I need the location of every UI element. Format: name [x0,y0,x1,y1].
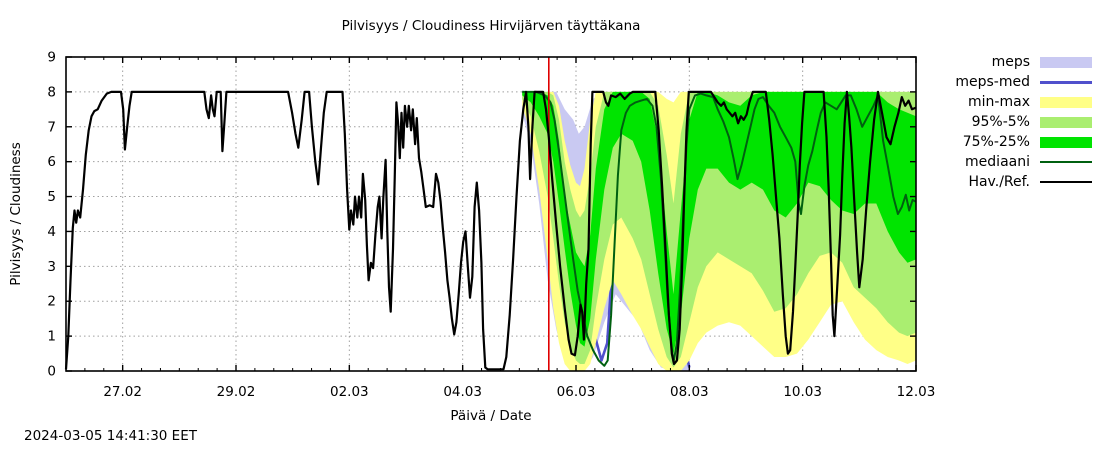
legend-label-meps: meps [991,54,1030,70]
legend-swatch-meps [1040,56,1092,68]
legend-item-min-max: min-max [955,92,1092,112]
legend-label-mediaani: mediaani [965,154,1030,170]
legend-item-p95-p5: 95%-5% [955,112,1092,132]
y-tick-label: 9 [47,50,56,66]
x-axis-label: Päivä / Date [450,408,532,424]
legend-swatch-p75-p25 [1040,136,1092,148]
y-tick-label: 3 [47,259,56,275]
line-hav-ref [64,90,917,371]
legend-item-meps-med: meps-med [955,72,1092,92]
x-tick-label: 27.02 [103,384,142,400]
legend-swatch-havref [1040,180,1092,184]
x-tick-label: 02.03 [330,384,369,400]
x-tick-label: 08.03 [670,384,709,400]
y-tick-label: 2 [47,294,56,310]
legend-label-p75-p25: 75%-25% [962,134,1030,150]
y-tick-label: 4 [47,224,56,240]
x-tick-label: 29.02 [217,384,256,400]
y-tick-label: 7 [47,119,56,135]
legend-swatch-mediaani [1040,160,1092,164]
legend-item-mediaani: mediaani [955,152,1092,172]
band-75-25 [522,91,916,354]
x-tick-label: 10.03 [783,384,822,400]
x-tick-label: 12.03 [897,384,936,400]
legend-swatch-min-max [1040,96,1092,108]
chart-title: Pilvisyys / Cloudiness Hirvijärven täytt… [341,18,641,34]
x-tick-label: 04.03 [443,384,482,400]
y-tick-label: 0 [47,364,56,380]
line-mediaani [522,90,917,367]
plot-timestamp: 2024-03-05 14:41:30 EET [24,428,197,444]
y-tick-label: 5 [47,189,56,205]
legend-item-meps: meps [955,52,1092,72]
legend: meps meps-med min-max 95%-5% 75%-25% mediaani… [955,52,1092,192]
legend-label-havref: Hav./Ref. [968,174,1030,190]
legend-label-meps-med: meps-med [955,74,1030,90]
y-tick-label: 6 [47,154,56,170]
legend-item-havref: Hav./Ref. [955,172,1092,192]
legend-swatch-p95-p5 [1040,116,1092,128]
legend-label-p95-p5: 95%-5% [971,114,1030,130]
y-tick-label: 1 [47,329,56,345]
plot-border [65,56,917,372]
x-tick-label: 06.03 [557,384,596,400]
legend-swatch-meps-med [1040,80,1092,84]
y-tick-label: 8 [47,84,56,100]
legend-label-min-max: min-max [968,94,1030,110]
legend-item-p75-p25: 75%-25% [955,132,1092,152]
